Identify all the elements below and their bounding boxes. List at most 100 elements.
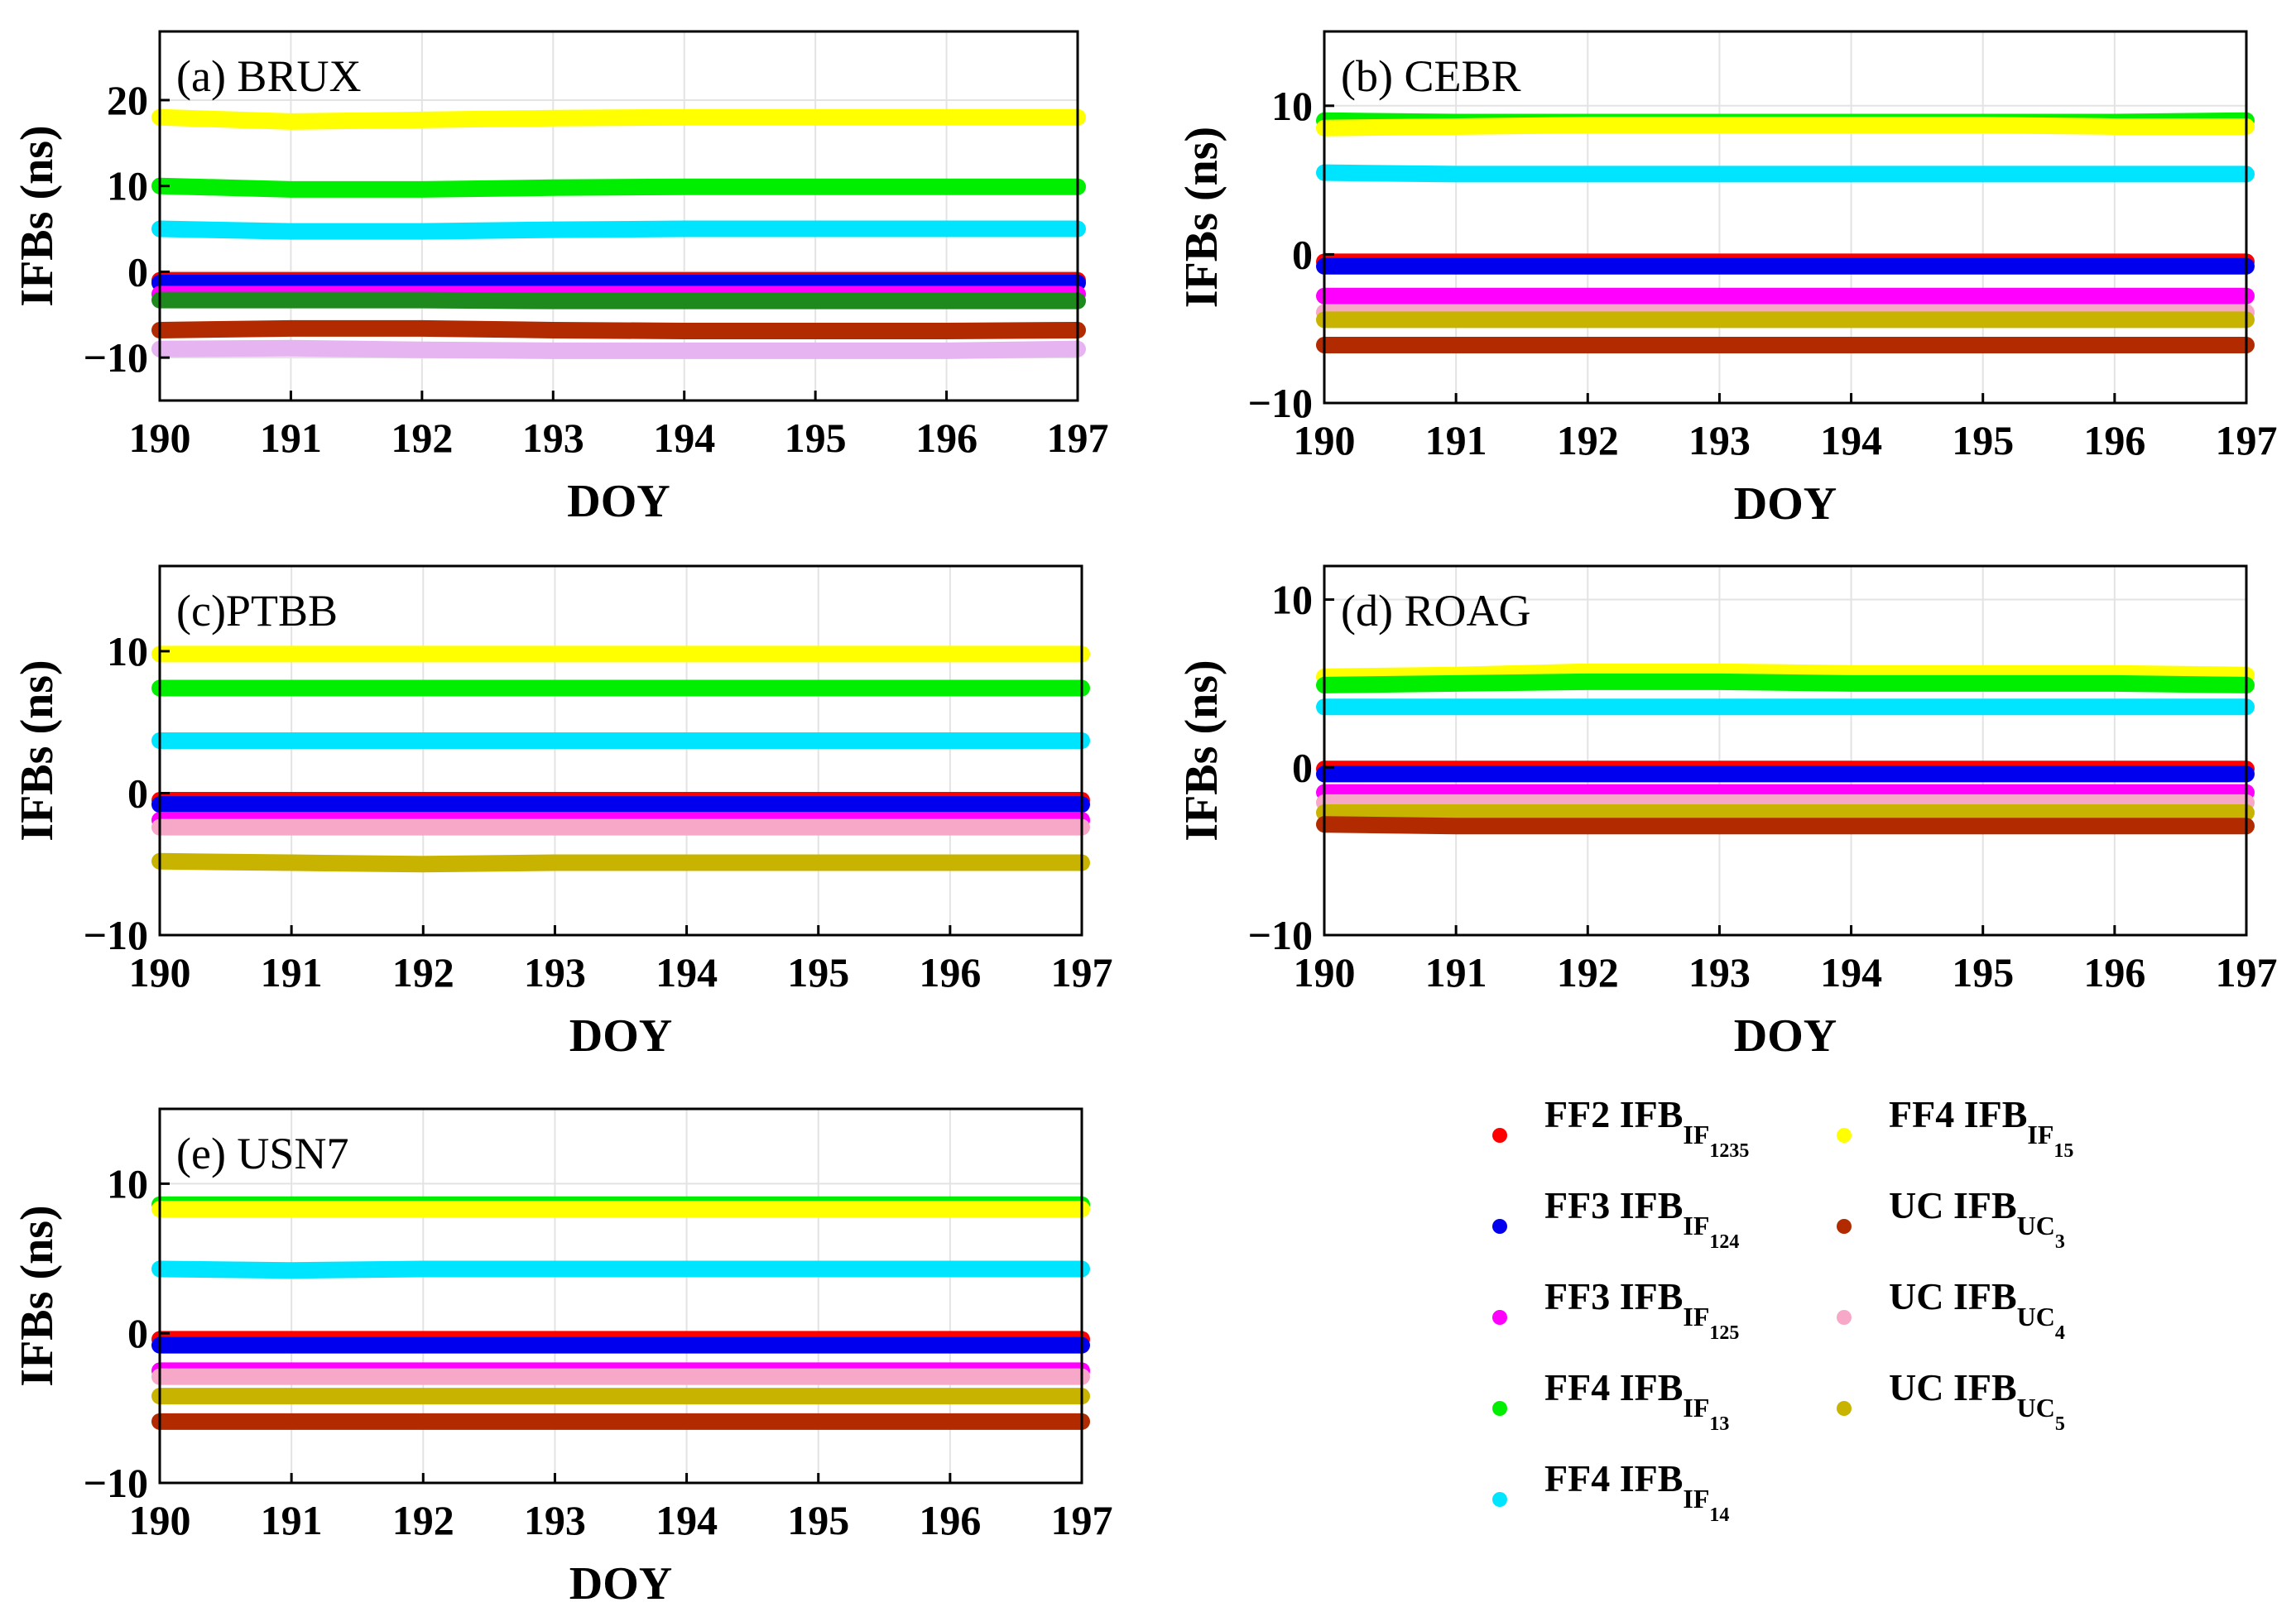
axes-box xyxy=(1323,564,2248,937)
legend-marker xyxy=(1837,1128,1852,1143)
x-tick-label: 195 xyxy=(787,949,849,996)
legend-label: FF3 IFBIF125 xyxy=(1544,1275,1739,1344)
x-tick-label: 197 xyxy=(1051,1497,1113,1543)
y-tick-label: 10 xyxy=(107,163,148,209)
legend-marker xyxy=(1837,1401,1852,1416)
x-tick-label: 197 xyxy=(1051,949,1113,996)
y-tick-label: 10 xyxy=(107,1160,148,1207)
x-tick-label: 194 xyxy=(1820,949,1882,996)
y-tick-label: −10 xyxy=(84,912,149,958)
x-tick-label: 190 xyxy=(1294,949,1356,996)
x-axis-label: DOY xyxy=(567,476,670,527)
legend-label: FF3 IFBIF124 xyxy=(1544,1184,1739,1253)
y-axis-label: IFBs (ns) xyxy=(12,660,63,841)
series-line-d-roag-0 xyxy=(1316,663,2255,685)
x-tick-label: 196 xyxy=(2083,949,2145,996)
x-tick-label: 197 xyxy=(1047,415,1109,461)
series-line-a-brux-0 xyxy=(151,108,1086,130)
legend-marker xyxy=(1837,1219,1852,1234)
axes-box xyxy=(158,1107,1083,1485)
y-axis-label: IFBs (ns) xyxy=(12,125,63,306)
x-tick-label: 192 xyxy=(392,1497,454,1543)
y-tick-label: 0 xyxy=(1292,744,1313,790)
x-tick-label: 196 xyxy=(919,949,981,996)
legend-label: FF4 IFBIF14 xyxy=(1544,1457,1729,1526)
x-tick-label: 193 xyxy=(524,949,586,996)
x-tick-label: 193 xyxy=(522,415,584,461)
legend-label: FF4 IFBIF13 xyxy=(1544,1366,1729,1435)
legend-label: FF2 IFBIF1235 xyxy=(1544,1093,1749,1162)
panel-a-brux: 190 191 192 193 194 195 196 197 −10 0 10 20 (a) BRUX… xyxy=(12,30,1109,527)
legend-label: UC IFBUC5 xyxy=(1889,1366,2065,1435)
series-line-e-usn7-2 xyxy=(151,1260,1090,1279)
axes-box xyxy=(158,564,1083,937)
x-tick-label: 193 xyxy=(1688,949,1751,996)
x-tick-label: 191 xyxy=(260,415,322,461)
x-tick-label: 190 xyxy=(129,1497,191,1543)
x-tick-label: 197 xyxy=(2216,417,2278,463)
x-axis-label: DOY xyxy=(1734,1010,1837,1062)
x-tick-label: 192 xyxy=(1557,417,1619,463)
legend-marker xyxy=(1492,1492,1507,1507)
legend-marker xyxy=(1492,1219,1507,1234)
series-line-a-brux-7 xyxy=(151,319,1086,339)
legend-label: UC IFBUC4 xyxy=(1889,1275,2065,1344)
axes-box xyxy=(1323,30,2248,405)
x-tick-label: 192 xyxy=(1557,949,1619,996)
legend-marker xyxy=(1492,1401,1507,1416)
x-tick-label: 194 xyxy=(656,949,718,996)
legend: FF2 IFBIF1235 FF3 IFBIF124 FF3 IFBIF125 FF4… xyxy=(1492,1093,2073,1526)
y-tick-label: 0 xyxy=(1292,231,1313,277)
x-tick-label: 196 xyxy=(2083,417,2145,463)
series-line-b-cebr-2 xyxy=(1316,164,2255,183)
x-tick-label: 190 xyxy=(1294,417,1356,463)
x-axis-label: DOY xyxy=(569,1558,672,1610)
x-tick-label: 190 xyxy=(129,415,191,461)
panel-title: (b) CEBR xyxy=(1341,51,1521,101)
panel-title: (a) BRUX xyxy=(176,51,361,101)
y-tick-label: 0 xyxy=(127,1310,148,1356)
x-axis-label: DOY xyxy=(569,1010,672,1062)
series-line-d-roag-8 xyxy=(1316,816,2255,835)
x-tick-label: 193 xyxy=(524,1497,586,1543)
x-tick-label: 197 xyxy=(2216,949,2278,996)
x-tick-label: 190 xyxy=(129,949,191,996)
legend-marker xyxy=(1837,1310,1852,1325)
y-tick-label: −10 xyxy=(1248,380,1314,426)
y-axis-label: IFBs (ns) xyxy=(1176,127,1227,308)
x-tick-label: 195 xyxy=(787,1497,849,1543)
legend-label: FF4 IFBIF15 xyxy=(1889,1093,2073,1162)
x-tick-label: 195 xyxy=(1952,949,2014,996)
y-tick-label: −10 xyxy=(1248,912,1314,958)
panel-title: (d) ROAG xyxy=(1341,586,1530,636)
y-tick-label: 10 xyxy=(1271,577,1313,623)
x-tick-label: 196 xyxy=(915,415,977,461)
axes-box xyxy=(158,30,1079,402)
panel-c-ptbb: 190 191 192 193 194 195 196 197 −10 0 10 (c)PTBB DOY… xyxy=(12,564,1113,1062)
panel-title: (e) USN7 xyxy=(176,1129,348,1178)
x-tick-label: 191 xyxy=(261,1497,323,1543)
x-tick-label: 192 xyxy=(391,415,453,461)
y-tick-label: 0 xyxy=(127,770,148,816)
x-tick-label: 194 xyxy=(656,1497,718,1543)
x-tick-label: 194 xyxy=(653,415,715,461)
y-tick-label: 0 xyxy=(127,248,148,295)
series-line-d-roag-1 xyxy=(1316,673,2255,693)
x-axis-label: DOY xyxy=(1734,478,1837,530)
series-line-a-brux-1 xyxy=(151,177,1086,198)
x-tick-label: 192 xyxy=(392,949,454,996)
series-line-c-ptbb-7 xyxy=(151,852,1090,873)
panel-b-cebr: 190 191 192 193 194 195 196 197 −10 0 10 (b) CEBR DO… xyxy=(1176,30,2278,530)
x-tick-label: 193 xyxy=(1688,417,1751,463)
x-tick-label: 191 xyxy=(261,949,323,996)
y-tick-label: −10 xyxy=(84,1460,149,1506)
legend-label: UC IFBUC3 xyxy=(1889,1184,2065,1253)
legend-marker xyxy=(1492,1310,1507,1325)
x-tick-label: 196 xyxy=(919,1497,981,1543)
x-tick-label: 195 xyxy=(785,415,847,461)
legend-marker xyxy=(1492,1128,1507,1143)
series-line-a-brux-2 xyxy=(151,220,1086,240)
series-line-b-cebr-1 xyxy=(1316,117,2255,137)
series-line-a-brux-8 xyxy=(151,339,1086,359)
